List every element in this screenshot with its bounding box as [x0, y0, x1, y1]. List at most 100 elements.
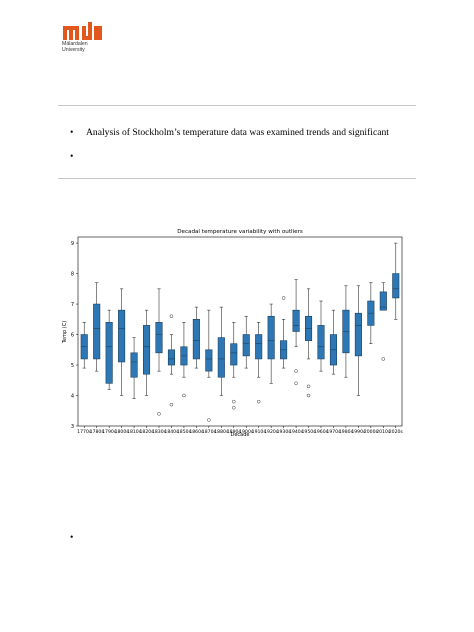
box-1920s	[267, 303, 275, 384]
box-1890s	[230, 322, 238, 410]
box-1870s	[205, 309, 213, 422]
box-1820s	[142, 309, 151, 396]
box-iqr	[392, 273, 400, 299]
outlier-point	[157, 412, 161, 416]
x-tick-label: 1840s	[164, 429, 179, 435]
y-tick-label: 6	[71, 332, 74, 338]
x-tick-label: 1860s	[189, 429, 204, 435]
x-tick-label: 1910s	[252, 429, 267, 435]
box-1840s	[167, 314, 176, 407]
box-1960s	[317, 300, 325, 372]
y-tick-label: 7	[71, 302, 74, 308]
outlier-point	[169, 402, 174, 407]
logo-line-2: University	[62, 46, 85, 53]
outlier-point	[294, 381, 298, 386]
x-tick-label: 1900s	[239, 429, 254, 435]
box-1780s	[93, 282, 101, 372]
box-iqr	[118, 309, 126, 363]
bullet-text: Analysis of Stockholm’s temperature data…	[86, 127, 389, 138]
x-axis-ticks: 1770s1780s1790s1800s1810s1820s1830s1840s…	[77, 426, 403, 435]
box-iqr	[379, 291, 387, 311]
boxplot-svg: Decadal temperature variability with out…	[62, 229, 403, 438]
bullet-symbol: •	[70, 151, 74, 162]
box-1830s	[155, 288, 163, 416]
x-tick-label: 1970s	[326, 429, 341, 435]
x-axis-label: Decade	[231, 432, 250, 438]
box-1910s	[255, 322, 263, 404]
x-tick-label: 1880s	[214, 429, 229, 435]
bullet-symbol: •	[70, 532, 74, 543]
outlier-point	[232, 405, 236, 410]
y-tick-label: 9	[71, 241, 74, 247]
box-iqr	[242, 334, 250, 357]
box-1880s	[217, 306, 225, 396]
outlier-point	[381, 357, 386, 361]
x-tick-label: 1780s	[90, 429, 105, 435]
box-iqr	[167, 349, 176, 366]
outlier-point	[182, 393, 186, 398]
box-iqr	[230, 343, 238, 366]
middle-divider	[58, 178, 416, 179]
y-tick-label: 5	[71, 363, 74, 369]
outlier-point	[232, 399, 236, 404]
box-2000s	[367, 282, 375, 344]
chart-title: Decadal temperature variability with out…	[177, 229, 303, 235]
x-tick-label: 1920s	[264, 429, 279, 435]
box-iqr	[267, 315, 275, 360]
y-axis-ticks: 3 4 5 6 7 8 9	[71, 241, 78, 430]
box-iqr	[155, 322, 163, 354]
top-divider	[58, 105, 416, 106]
box-1800s	[118, 288, 126, 396]
box-1790s	[105, 309, 113, 390]
box-1950s	[304, 288, 313, 398]
box-1990s	[354, 285, 362, 396]
box-1770s	[80, 322, 88, 369]
x-tick-label: 1980s	[339, 429, 354, 435]
box-iqr	[192, 319, 200, 360]
box-1980s	[342, 285, 350, 378]
x-tick-label: 1820s	[139, 429, 154, 435]
boxplot-chart: Decadal temperature variability with out…	[60, 222, 412, 440]
box-iqr	[317, 325, 325, 360]
outlier-point	[306, 384, 311, 389]
logo-text: Mälardalen University	[62, 41, 106, 54]
box-1930s	[280, 296, 288, 369]
logo-line-1: Mälardalen	[62, 41, 88, 47]
x-tick-label: 2000s	[364, 429, 379, 435]
box-1970s	[329, 309, 338, 375]
x-tick-label: 1800s	[115, 429, 130, 435]
outlier-point	[256, 399, 261, 404]
box-series	[80, 242, 400, 422]
bullet-symbol: •	[70, 127, 74, 138]
box-1940s	[292, 279, 300, 386]
box-1810s	[130, 337, 138, 399]
x-tick-label: 1870s	[202, 429, 217, 435]
plot-frame	[77, 236, 403, 427]
y-tick-label: 8	[71, 271, 74, 277]
box-iqr	[217, 337, 225, 378]
y-tick-label: 4	[71, 393, 74, 399]
box-iqr	[292, 309, 300, 332]
box-iqr	[105, 322, 113, 384]
x-tick-label: 1990s	[351, 429, 366, 435]
box-iqr	[130, 352, 138, 378]
outlier-point	[169, 314, 174, 319]
box-iqr	[354, 312, 362, 357]
box-1900s	[242, 315, 250, 369]
box-iqr	[142, 325, 151, 375]
outlier-point	[207, 418, 211, 422]
box-iqr	[93, 303, 101, 360]
box-1860s	[192, 306, 200, 369]
x-tick-label: 1810s	[127, 429, 142, 435]
mdh-logo-mark	[63, 22, 102, 40]
x-tick-label: 1830s	[152, 429, 167, 435]
x-tick-label: 1770s	[77, 429, 92, 435]
box-2010s	[379, 282, 387, 361]
x-tick-label: 1890s	[227, 429, 242, 435]
x-tick-label: 1960s	[314, 429, 329, 435]
outlier-point	[281, 296, 286, 300]
box-iqr	[255, 334, 263, 360]
box-iqr	[205, 349, 213, 372]
box-1850s	[180, 322, 188, 398]
y-tick-label: 3	[71, 424, 74, 430]
